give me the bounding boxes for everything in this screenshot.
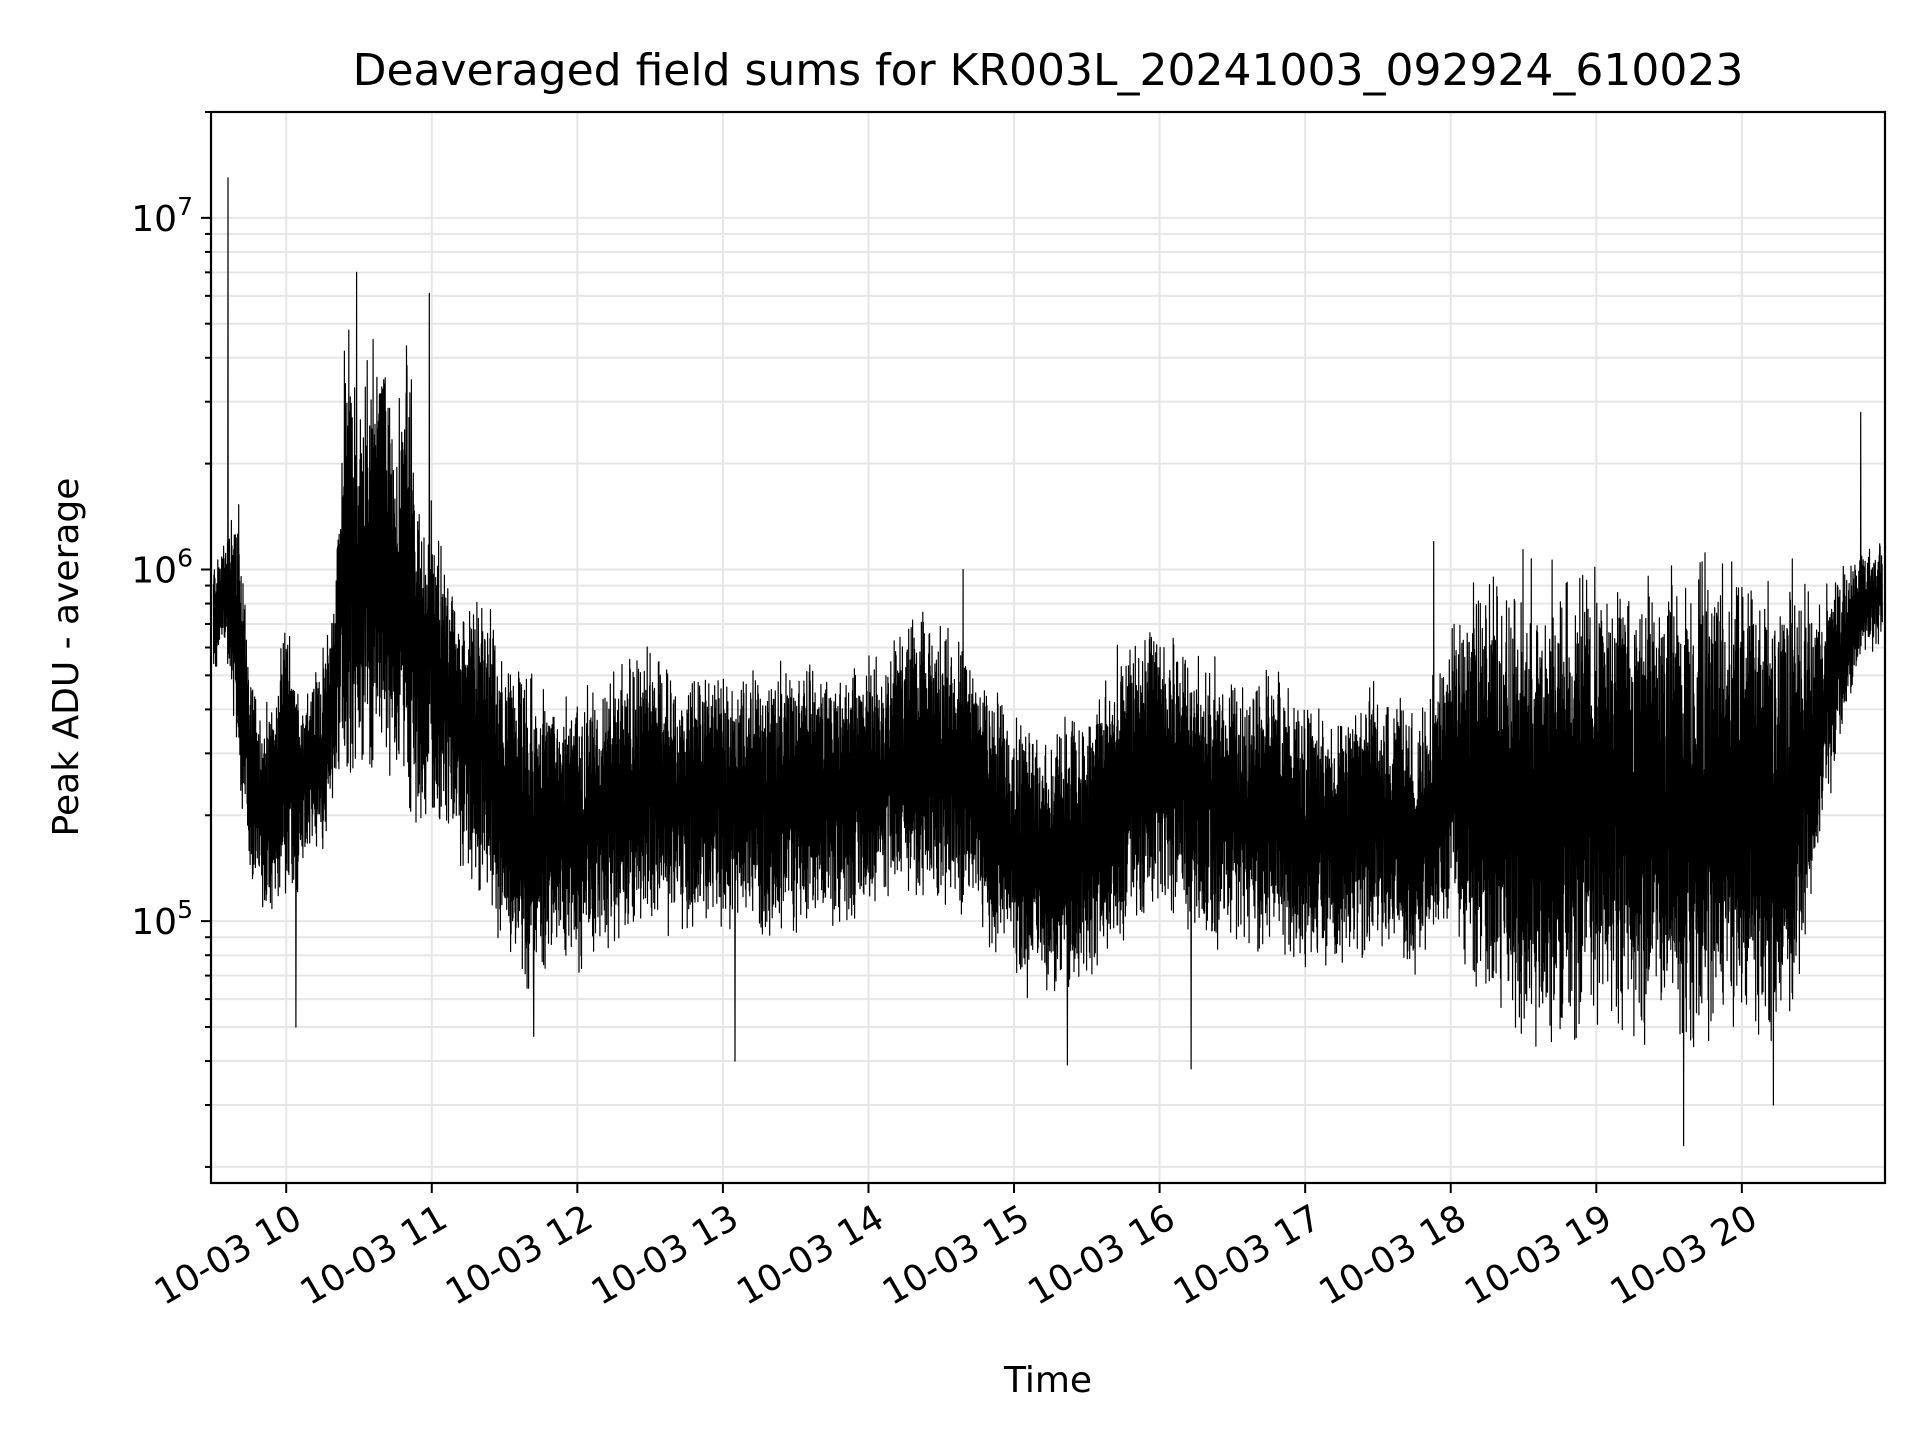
- plot-area: [212, 177, 1883, 1147]
- chart-title: Deaveraged field sums for KR003L_2024100…: [353, 45, 1744, 96]
- y-tick-label: 106: [131, 543, 193, 591]
- y-tick-label: 107: [131, 192, 193, 240]
- series-line: [212, 177, 1883, 1147]
- y-axis-label: Peak ADU - average: [46, 478, 87, 837]
- y-tick-label: 105: [131, 895, 193, 943]
- x-axis-label: Time: [1003, 1360, 1092, 1401]
